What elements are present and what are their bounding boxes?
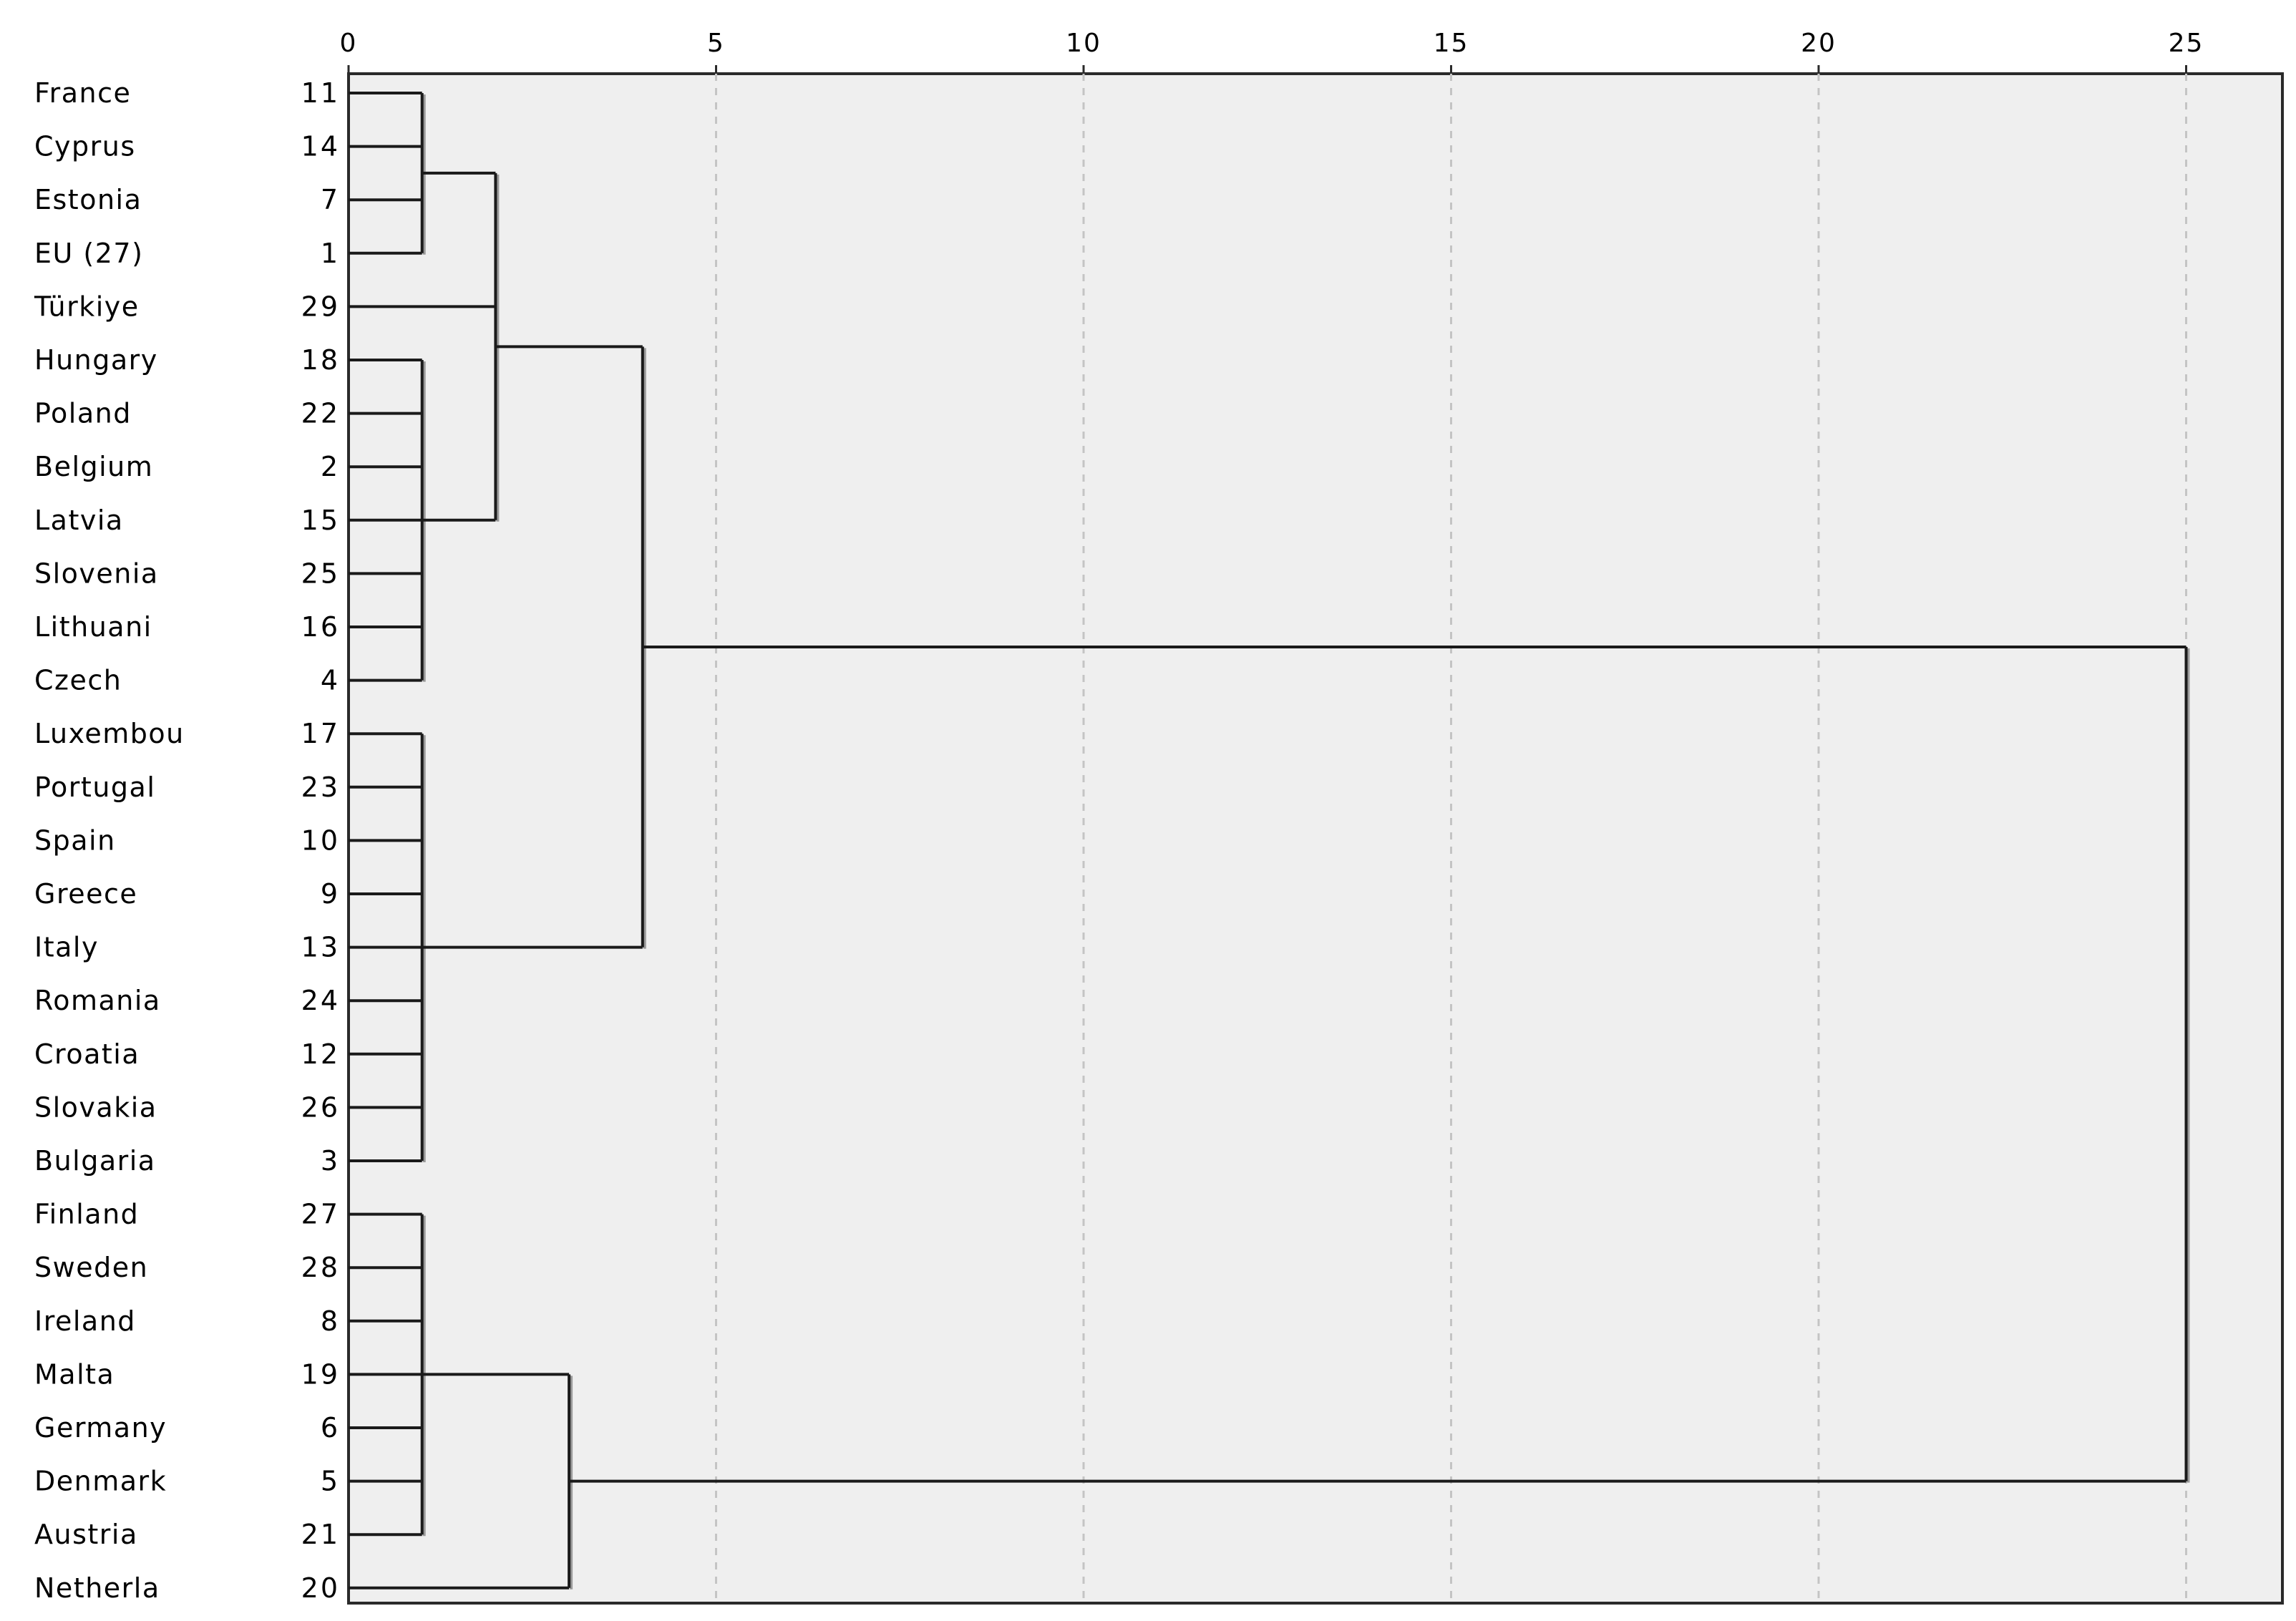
leaf-label-7: Belgium <box>34 451 153 482</box>
leaf-label-28: Netherla <box>34 1572 160 1604</box>
leaf-number-27: 21 <box>301 1519 340 1550</box>
leaf-number-20: 3 <box>321 1145 340 1177</box>
leaf-number-6: 22 <box>301 398 340 429</box>
leaf-label-22: Sweden <box>34 1252 148 1283</box>
leaf-label-1: Cyprus <box>34 131 136 162</box>
leaf-number-17: 24 <box>301 985 340 1016</box>
leaf-label-9: Slovenia <box>34 558 159 589</box>
leaf-number-16: 13 <box>301 932 340 963</box>
x-tick-label-20: 20 <box>1801 29 1837 58</box>
leaf-label-10: Lithuani <box>34 611 152 643</box>
leaf-number-12: 17 <box>301 718 340 749</box>
x-tick-label-0: 0 <box>340 29 358 58</box>
leaf-label-14: Spain <box>34 824 116 856</box>
leaf-label-13: Portugal <box>34 771 155 803</box>
x-tick-label-15: 15 <box>1434 29 1469 58</box>
x-tick-label-10: 10 <box>1066 29 1101 58</box>
leaf-label-16: Italy <box>34 932 99 963</box>
leaf-label-3: EU (27) <box>34 238 143 269</box>
leaf-number-22: 28 <box>301 1252 340 1283</box>
leaf-number-24: 19 <box>301 1358 340 1390</box>
leaf-label-17: Romania <box>34 985 161 1016</box>
leaf-number-14: 10 <box>301 824 340 856</box>
leaf-number-10: 16 <box>301 611 340 643</box>
leaf-number-9: 25 <box>301 558 340 589</box>
leaf-label-6: Poland <box>34 398 132 429</box>
leaf-label-4: Türkiye <box>34 291 140 322</box>
leaf-number-26: 5 <box>321 1466 340 1497</box>
leaf-number-28: 20 <box>301 1572 340 1604</box>
leaf-label-19: Slovakia <box>34 1091 157 1123</box>
x-tick-label-25: 25 <box>2169 29 2204 58</box>
leaf-number-11: 4 <box>321 665 340 696</box>
leaf-number-3: 1 <box>321 238 340 269</box>
leaf-number-25: 6 <box>321 1412 340 1444</box>
leaf-label-25: Germany <box>34 1412 167 1444</box>
leaf-label-0: France <box>34 77 131 109</box>
leaf-number-15: 9 <box>321 878 340 910</box>
leaf-number-1: 14 <box>301 131 340 162</box>
leaf-number-5: 18 <box>301 344 340 376</box>
leaf-label-8: Latvia <box>34 505 124 536</box>
leaf-number-4: 29 <box>301 291 340 322</box>
x-tick-label-5: 5 <box>707 29 725 58</box>
leaf-label-11: Czech <box>34 665 122 696</box>
leaf-number-19: 26 <box>301 1091 340 1123</box>
leaf-label-26: Denmark <box>34 1466 167 1497</box>
leaf-number-13: 23 <box>301 771 340 803</box>
leaf-label-23: Ireland <box>34 1305 136 1337</box>
leaf-number-18: 12 <box>301 1038 340 1070</box>
leaf-label-18: Croatia <box>34 1038 140 1070</box>
leaf-number-21: 27 <box>301 1199 340 1230</box>
leaf-label-27: Austria <box>34 1519 138 1550</box>
leaf-label-5: Hungary <box>34 344 158 376</box>
leaf-number-7: 2 <box>321 451 340 482</box>
leaf-label-24: Malta <box>34 1358 115 1390</box>
leaf-label-20: Bulgaria <box>34 1145 156 1177</box>
leaf-number-8: 15 <box>301 505 340 536</box>
leaf-label-15: Greece <box>34 878 137 910</box>
leaf-number-0: 11 <box>301 77 340 109</box>
leaf-number-23: 8 <box>321 1305 340 1337</box>
leaf-number-2: 7 <box>321 184 340 215</box>
leaf-label-2: Estonia <box>34 184 142 215</box>
plot-frame <box>347 72 2284 1605</box>
leaf-label-12: Luxembou <box>34 718 185 749</box>
leaf-label-21: Finland <box>34 1199 139 1230</box>
